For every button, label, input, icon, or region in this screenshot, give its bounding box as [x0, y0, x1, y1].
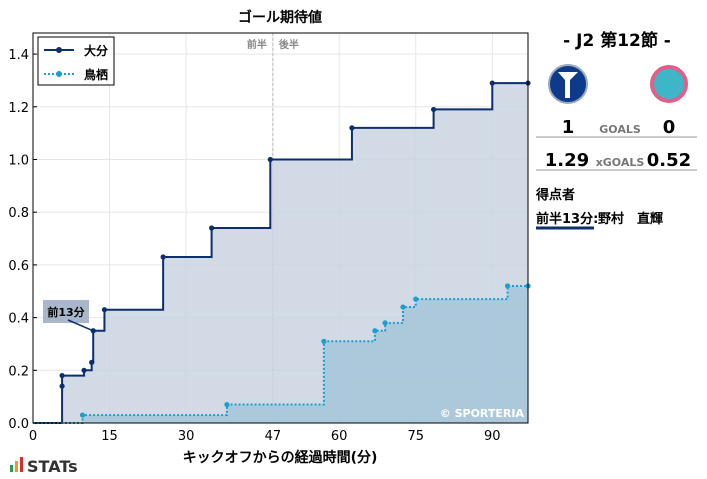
legend-marker [56, 71, 62, 77]
y-tick-label: 1.2 [8, 101, 29, 116]
home-xg: 1.29 [545, 150, 589, 171]
marker [382, 320, 388, 326]
marker [321, 338, 327, 344]
marker [224, 401, 230, 408]
watermark: © SPORTERIA [440, 407, 525, 420]
half-label: 前半 [247, 38, 267, 51]
marker [160, 254, 166, 260]
y-tick-label: 0.8 [8, 206, 29, 221]
xg-label: xGOALS [596, 156, 645, 169]
half-label: 後半 [279, 38, 299, 51]
marker [81, 367, 87, 373]
away-goals: 0 [663, 117, 676, 138]
marker [59, 372, 65, 379]
home-logo-mark [558, 72, 578, 98]
y-tick-label: 0.4 [8, 312, 29, 327]
marker [79, 412, 86, 418]
legend-label: 大分 [84, 43, 108, 58]
area [33, 285, 528, 423]
y-tick-label: 0.2 [8, 364, 29, 379]
annotation-arrow [67, 319, 94, 332]
goals-label: GOALS [599, 123, 641, 136]
away-xg: 0.52 [647, 150, 691, 171]
plot: 0.0 0.2 0.4 0.6 0.8 1.0 1.2 1.4 0 15 30 47 60 75 90 前半後… [8, 32, 531, 444]
marker [349, 125, 355, 131]
x-axis-label: キックオフからの経過時間(分) [183, 449, 378, 466]
y-tick-label: 0.6 [8, 259, 29, 274]
x-tick-label: 15 [101, 429, 118, 444]
annotation-box [43, 300, 89, 323]
scorer-name: 野村 直輝 [598, 211, 663, 227]
home-goals: 1 [562, 117, 575, 138]
match-panel: - J2 第12節 - 1 GOALS 0 1.29 xGOALS 0.52 得… [535, 30, 697, 230]
brand-logo: STATs [10, 457, 78, 476]
marker [101, 307, 108, 313]
scorer-time: 前半13分: [536, 211, 598, 227]
chart-title: ゴール期待値 [238, 9, 322, 26]
marker [400, 304, 406, 310]
x-tick-label: 30 [178, 429, 195, 444]
marker [267, 156, 273, 163]
marker [209, 225, 215, 231]
plot-frame [32, 32, 529, 424]
x-tick-label: 0 [29, 429, 37, 444]
away-logo [650, 65, 688, 103]
marker [430, 106, 437, 113]
scorers-title: 得点者 [535, 187, 575, 203]
y-tick-label: 1.0 [8, 153, 29, 168]
marker [489, 80, 495, 86]
annotation: 前13分 [47, 305, 84, 319]
legend-box [37, 36, 115, 86]
logo-bar [10, 465, 13, 472]
brand: STATs [27, 457, 78, 476]
marker [59, 383, 65, 389]
x-tick-label: 75 [407, 429, 424, 444]
marker [89, 359, 95, 365]
logo-bar [20, 457, 23, 472]
y-tick-label: 0.0 [8, 417, 29, 432]
marker [372, 328, 378, 334]
marker [504, 283, 511, 289]
line [33, 82, 528, 424]
line [33, 284, 528, 424]
marker [413, 296, 419, 302]
x-tick-label: 47 [265, 429, 282, 444]
round: - J2 第12節 - [563, 30, 671, 51]
logo-bar [15, 461, 18, 472]
legend-label: 鳥栖 [84, 67, 108, 82]
x-tick-label: 90 [484, 429, 501, 444]
y-tick-label: 1.4 [8, 48, 29, 63]
x-tick-label: 60 [331, 429, 348, 444]
legend-marker [56, 47, 62, 53]
